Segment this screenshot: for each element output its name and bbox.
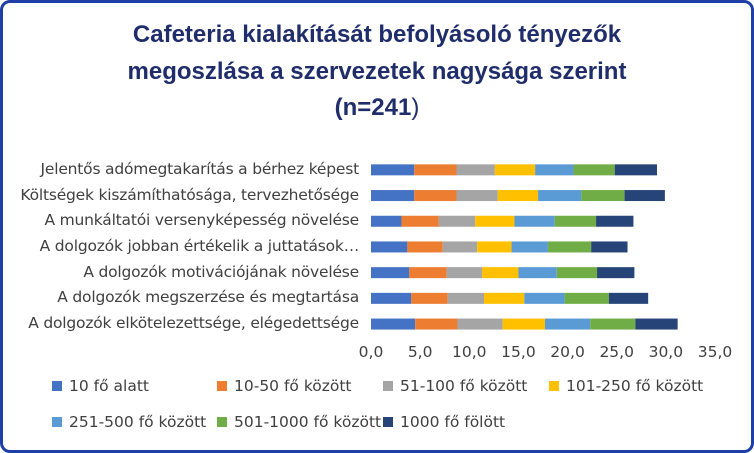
bar-segment (564, 292, 609, 304)
category-label: A munkáltatói versenyképesség növelése (44, 211, 359, 230)
bar-segment (497, 190, 539, 202)
legend-swatch (383, 417, 393, 427)
bar-segment (635, 318, 678, 330)
chart-title-line-1: Cafeteria kialakítását befolyásoló ténye… (132, 21, 622, 48)
bar-segment (502, 318, 545, 330)
bar-segment (477, 241, 512, 253)
x-tick-label: 25,0 (599, 343, 634, 361)
legend-swatch (549, 381, 559, 391)
bar-segment (371, 164, 415, 176)
legend-item: 1000 fő fölött (383, 413, 505, 431)
bar-segment (554, 215, 597, 227)
legend-item: 101-250 fő között (549, 377, 703, 395)
bar-segment (456, 164, 495, 176)
legend-swatch (217, 417, 227, 427)
category-label: A dolgozók elkötelezettsége, elégedettsé… (28, 314, 359, 333)
legend-item: 501-1000 fő között (217, 413, 381, 431)
x-tick-label: 10,0 (452, 343, 487, 361)
chart-title-sample-size: (n=241) (0, 91, 754, 125)
bar-segment (591, 241, 628, 253)
bar-segment (590, 318, 636, 330)
x-tick-label: 5,0 (407, 343, 433, 361)
bar-segment (511, 241, 548, 253)
legend-swatch (52, 417, 62, 427)
legend-item: 10 fő alatt (52, 377, 149, 395)
category-label: A dolgozók motivációjának növelése (83, 262, 359, 281)
legend-swatch (217, 381, 227, 391)
x-tick-label: 15,0 (501, 343, 536, 361)
bar-segment (407, 241, 443, 253)
legend-swatch (383, 381, 393, 391)
bar-segment (442, 241, 478, 253)
bar-segment (475, 215, 515, 227)
bar-segment (438, 215, 476, 227)
bar-segment (371, 215, 402, 227)
bar-segment (624, 190, 665, 202)
legend-item: 51-100 fő között (383, 377, 527, 395)
legend-item: 10-50 fő között (217, 377, 352, 395)
legend-item: 251-500 fő között (52, 413, 206, 431)
legend-label: 251-500 fő között (69, 413, 207, 431)
legend-label: 10-50 fő között (234, 377, 352, 395)
bar-segment (371, 267, 410, 279)
category-label: Költségek kiszámíthatósága, tervezhetősé… (20, 185, 359, 204)
category-label: A dolgozók megszerzése és megtartása (57, 288, 359, 307)
bar-segment (547, 241, 592, 253)
bar-segment (371, 241, 408, 253)
bar-segment (371, 190, 415, 202)
bar-segment (535, 164, 574, 176)
bar-segment (414, 190, 457, 202)
x-tick-label: 35,0 (697, 343, 733, 361)
x-tick-label: 0,0 (358, 343, 384, 361)
bar-segment (518, 267, 557, 279)
legend-label: 501-1000 fő között (234, 413, 382, 431)
bar-segment (415, 318, 458, 330)
chart-title-line-2: megoszlása a szervezetek nagysága szerin… (127, 58, 627, 85)
category-label: A dolgozók jobban értékelik a juttatások… (39, 236, 360, 255)
bar-segment (524, 292, 565, 304)
bar-segment (371, 318, 416, 330)
bar-segment (447, 292, 485, 304)
bar-segment (596, 215, 634, 227)
legend-label: 51-100 fő között (400, 377, 528, 395)
bar-segment (614, 164, 658, 176)
legend-swatch (52, 381, 62, 391)
bar-segment (409, 267, 447, 279)
bar-segment (414, 164, 457, 176)
bar-segment (446, 267, 483, 279)
bar-segment (538, 190, 582, 202)
bar-segment (581, 190, 625, 202)
bar-segment (482, 267, 519, 279)
bar-segment (484, 292, 525, 304)
bar-segment (411, 292, 448, 304)
bar-segment (457, 318, 503, 330)
category-label: Jelentős adómegtakarítás a bérhez képest (40, 159, 360, 178)
sample-size-close: ) (411, 94, 420, 121)
x-tick-label: 20,0 (550, 343, 585, 361)
legend-label: 10 fő alatt (69, 377, 149, 395)
bar-segment (494, 164, 536, 176)
bar-segment (371, 292, 412, 304)
bar-segment (608, 292, 649, 304)
legend-label: 101-250 fő között (566, 377, 704, 395)
bar-segment (556, 267, 598, 279)
sample-size-value: (n=241 (334, 94, 412, 121)
legend-label: 1000 fő fölött (400, 413, 506, 431)
bar-segment (456, 190, 498, 202)
x-tick-label: 30,0 (648, 343, 684, 361)
bar-segment (573, 164, 615, 176)
bar-segment (401, 215, 439, 227)
bar-segment (514, 215, 555, 227)
bar-segment (544, 318, 591, 330)
bar-segment (597, 267, 635, 279)
